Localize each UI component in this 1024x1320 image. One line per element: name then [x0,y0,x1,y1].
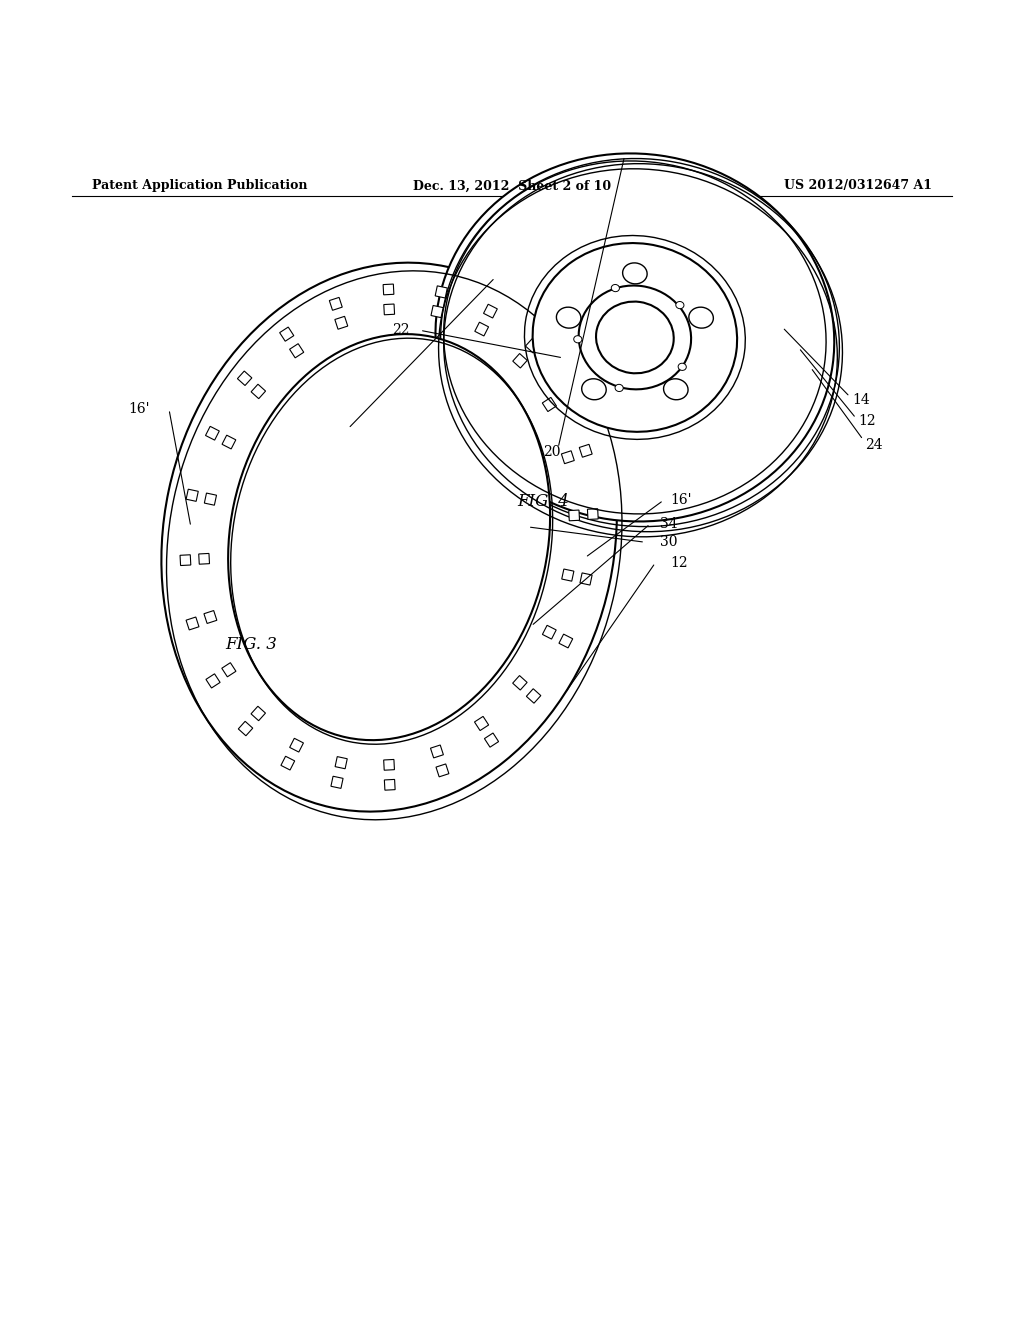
Text: Patent Application Publication: Patent Application Publication [92,180,307,193]
Text: 34: 34 [660,517,678,531]
FancyBboxPatch shape [543,626,556,639]
FancyBboxPatch shape [281,756,295,770]
FancyBboxPatch shape [436,764,449,777]
Ellipse shape [573,335,582,343]
FancyBboxPatch shape [383,284,394,294]
Text: 18: 18 [321,421,338,436]
FancyBboxPatch shape [384,779,395,791]
FancyBboxPatch shape [384,759,394,770]
Ellipse shape [615,384,624,392]
Text: 16': 16' [128,403,150,416]
Text: 20: 20 [543,445,560,459]
Text: 24: 24 [865,438,883,451]
FancyBboxPatch shape [525,338,540,352]
Text: Dec. 13, 2012  Sheet 2 of 10: Dec. 13, 2012 Sheet 2 of 10 [413,180,611,193]
Text: FIG. 3: FIG. 3 [225,636,278,653]
Ellipse shape [532,243,737,432]
FancyBboxPatch shape [484,733,499,747]
FancyBboxPatch shape [561,450,574,463]
Ellipse shape [664,379,688,400]
Ellipse shape [582,379,606,400]
Ellipse shape [435,153,835,521]
FancyBboxPatch shape [222,436,236,449]
Ellipse shape [162,263,616,812]
FancyBboxPatch shape [475,322,488,337]
Text: 16': 16' [671,494,692,507]
FancyBboxPatch shape [335,317,348,329]
FancyBboxPatch shape [280,327,294,342]
FancyBboxPatch shape [526,689,541,704]
Ellipse shape [611,285,620,292]
FancyBboxPatch shape [238,371,252,385]
FancyBboxPatch shape [580,573,592,585]
FancyBboxPatch shape [331,776,343,788]
FancyBboxPatch shape [290,343,304,358]
Ellipse shape [228,334,550,741]
Ellipse shape [556,308,581,329]
FancyBboxPatch shape [180,554,190,565]
FancyBboxPatch shape [290,738,303,752]
FancyBboxPatch shape [568,510,580,521]
FancyBboxPatch shape [435,286,447,298]
FancyBboxPatch shape [513,676,527,690]
Text: 14: 14 [852,393,869,407]
FancyBboxPatch shape [430,744,443,758]
Ellipse shape [676,301,684,309]
FancyBboxPatch shape [239,721,253,735]
FancyBboxPatch shape [580,445,592,457]
FancyBboxPatch shape [206,426,219,440]
Text: FIG. 4: FIG. 4 [517,492,568,510]
Ellipse shape [689,308,714,329]
FancyBboxPatch shape [588,508,598,520]
FancyBboxPatch shape [431,305,443,318]
FancyBboxPatch shape [558,387,572,400]
Ellipse shape [579,285,691,389]
FancyBboxPatch shape [335,756,347,768]
FancyBboxPatch shape [206,673,220,688]
Ellipse shape [678,363,686,371]
FancyBboxPatch shape [483,304,498,318]
FancyBboxPatch shape [543,397,556,412]
FancyBboxPatch shape [251,384,265,399]
FancyBboxPatch shape [204,611,217,623]
Text: 30: 30 [660,535,678,549]
FancyBboxPatch shape [222,663,236,677]
FancyBboxPatch shape [513,354,527,368]
FancyBboxPatch shape [474,717,488,730]
FancyBboxPatch shape [559,634,572,648]
Ellipse shape [596,301,674,374]
Text: 22: 22 [392,323,410,338]
FancyBboxPatch shape [384,304,394,314]
FancyBboxPatch shape [562,569,573,581]
FancyBboxPatch shape [186,490,199,502]
FancyBboxPatch shape [186,616,199,630]
FancyBboxPatch shape [199,553,210,564]
FancyBboxPatch shape [330,297,342,310]
Text: US 2012/0312647 A1: US 2012/0312647 A1 [783,180,932,193]
FancyBboxPatch shape [251,706,265,721]
FancyBboxPatch shape [205,494,216,506]
Text: 12: 12 [858,414,876,429]
Text: 12: 12 [671,556,688,570]
Ellipse shape [623,263,647,284]
